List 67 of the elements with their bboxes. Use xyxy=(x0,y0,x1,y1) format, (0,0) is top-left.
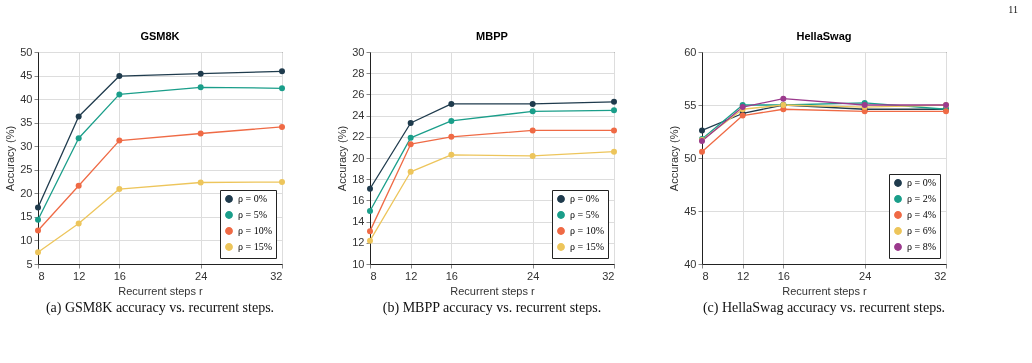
y-tick-label: 10 xyxy=(352,257,365,270)
y-tick-label: 12 xyxy=(352,236,365,249)
legend-label: ρ = 4% xyxy=(907,209,936,220)
text: (b) MBPP accuracy vs. recurrent steps. xyxy=(382,300,602,316)
y-axis-title: Accuracy (%) xyxy=(336,125,349,192)
legend-label: ρ = 6% xyxy=(907,225,936,236)
x-tick-label: 32 xyxy=(602,269,615,282)
text: 11 xyxy=(1008,4,1018,15)
x-axis-title: Recurrent steps r xyxy=(782,284,868,297)
y-tick-label: 14 xyxy=(352,215,365,228)
legend-label: ρ = 15% xyxy=(570,241,604,252)
x-tick-label: 16 xyxy=(777,269,790,282)
legend-label: ρ = 5% xyxy=(570,209,599,220)
legend-label: ρ = 10% xyxy=(238,225,272,236)
y-tick-label: 15 xyxy=(20,210,33,223)
x-tick-label: 12 xyxy=(737,269,750,282)
text: (a) GSM8K accuracy vs. recurrent steps. xyxy=(45,300,275,316)
y-axis-title: Accuracy (%) xyxy=(4,125,17,192)
legend-label: ρ = 8% xyxy=(907,241,936,252)
text: (c) HellaSwag accuracy vs. recurrent steps. xyxy=(702,300,946,316)
y-tick-label: 55 xyxy=(684,98,697,111)
x-axis-title: Recurrent steps r xyxy=(118,284,204,297)
y-tick-label: 24 xyxy=(352,109,365,122)
x-tick-label: 12 xyxy=(405,269,418,282)
x-tick-label: 8 xyxy=(38,269,45,282)
y-tick-label: 26 xyxy=(352,87,365,100)
y-tick-label: 20 xyxy=(20,186,33,199)
y-tick-label: 40 xyxy=(20,92,33,105)
legend-label: ρ = 5% xyxy=(238,209,267,220)
x-axis-title: Recurrent steps r xyxy=(450,284,536,297)
y-tick-label: 30 xyxy=(20,139,33,152)
x-tick-label: 32 xyxy=(934,269,947,282)
x-tick-label: 24 xyxy=(527,269,540,282)
x-tick-label: 24 xyxy=(195,269,208,282)
y-tick-label: 20 xyxy=(352,151,365,164)
y-tick-label: 16 xyxy=(352,193,365,206)
y-tick-label: 22 xyxy=(352,130,365,143)
x-tick-label: 8 xyxy=(702,269,709,282)
x-tick-label: 16 xyxy=(113,269,126,282)
y-tick-label: 45 xyxy=(20,69,33,82)
x-tick-label: 8 xyxy=(370,269,377,282)
y-tick-label: 25 xyxy=(20,163,33,176)
y-tick-label: 18 xyxy=(352,172,365,185)
y-tick-label: 10 xyxy=(20,233,33,246)
y-tick-label: 45 xyxy=(684,204,697,217)
y-tick-label: 50 xyxy=(684,151,697,164)
legend-label: ρ = 10% xyxy=(570,225,604,236)
x-tick-label: 24 xyxy=(859,269,872,282)
y-tick-label: 35 xyxy=(20,116,33,129)
y-axis-title: Accuracy (%) xyxy=(668,125,681,192)
legend-label: ρ = 15% xyxy=(238,241,272,252)
legend-label: ρ = 0% xyxy=(238,193,267,204)
x-tick-label: 16 xyxy=(445,269,458,282)
chart-title: MBPP xyxy=(476,30,508,42)
y-tick-label: 40 xyxy=(684,257,697,270)
legend-label: ρ = 2% xyxy=(907,193,936,204)
chart-title: HellaSwag xyxy=(796,30,852,42)
y-tick-label: 60 xyxy=(684,45,697,58)
x-tick-label: 32 xyxy=(270,269,283,282)
y-tick-label: 5 xyxy=(26,257,33,270)
chart-title: GSM8K xyxy=(140,30,180,42)
y-tick-label: 50 xyxy=(20,45,33,58)
x-tick-label: 12 xyxy=(73,269,86,282)
y-tick-label: 30 xyxy=(352,45,365,58)
legend-label: ρ = 0% xyxy=(907,177,936,188)
y-tick-label: 28 xyxy=(352,66,365,79)
legend-label: ρ = 0% xyxy=(570,193,599,204)
